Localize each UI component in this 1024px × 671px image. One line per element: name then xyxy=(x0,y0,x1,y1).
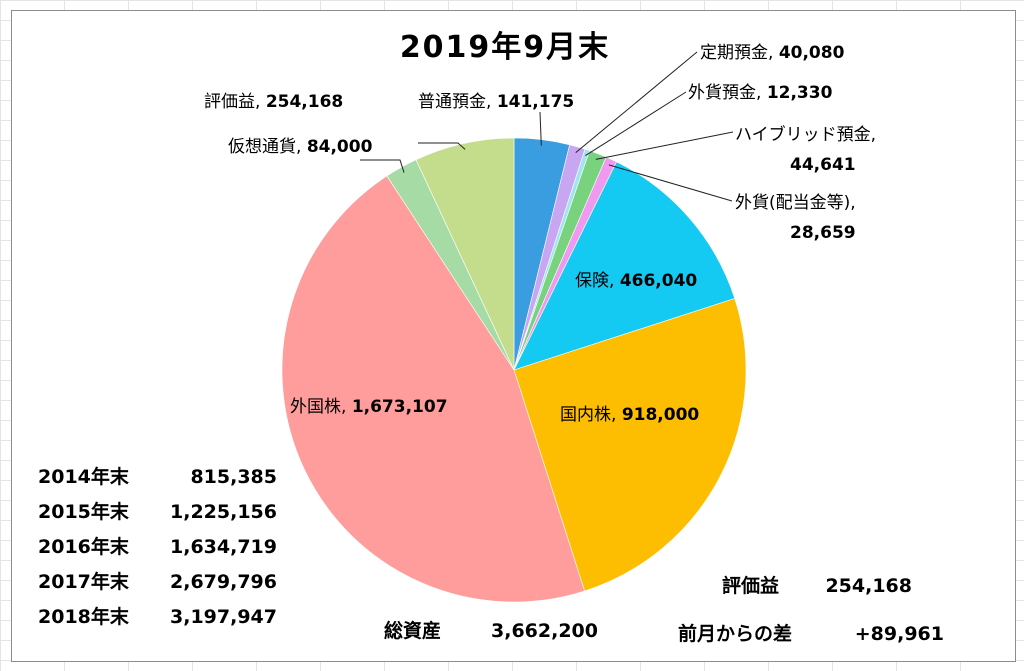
slice-label: 外貨(配当金等), 28,659 xyxy=(735,193,856,243)
monthly-diff-value: +89,961 xyxy=(855,623,944,645)
slice-label: 外貨預金, 12,330 xyxy=(688,83,833,103)
history-label: 2017年末 xyxy=(38,570,130,593)
leader-line xyxy=(575,51,698,153)
slice-labels: 普通預金, 141,175 定期預金, 40,080 外貨預金, 12,330 ハイブ… xyxy=(204,43,876,425)
history-value: 815,385 xyxy=(190,466,277,488)
leader-line xyxy=(595,131,734,160)
slice-label: 普通預金, 141,175 xyxy=(418,92,574,112)
pie-slice[interactable] xyxy=(281,175,585,603)
history-label: 2016年末 xyxy=(38,535,130,558)
history-value: 1,634,719 xyxy=(170,536,277,558)
history-label: 2018年末 xyxy=(38,605,130,628)
history-value: 1,225,156 xyxy=(170,501,277,523)
history-value: 2,679,796 xyxy=(170,571,277,593)
pie-slice[interactable] xyxy=(513,161,736,371)
history-label: 2015年末 xyxy=(38,500,130,523)
leader-line xyxy=(418,142,466,150)
chart-title: 2019年9月末 xyxy=(400,30,610,65)
monthly-diff-label: 前月からの差 xyxy=(678,622,792,645)
history-block: 2014年末 815,385 2015年末 1,225,156 2016年末 1… xyxy=(38,465,277,628)
summary-block: 総資産 3,662,200 評価益 254,168 前月からの差 +89,961 xyxy=(384,574,944,645)
leader-line xyxy=(539,111,542,146)
leader-lines xyxy=(360,51,734,202)
leader-line xyxy=(608,164,733,202)
valuation-gain-value: 254,168 xyxy=(825,575,912,597)
leader-line xyxy=(360,159,405,173)
valuation-gain-label: 評価益 xyxy=(722,574,779,597)
leader-line xyxy=(585,91,687,157)
slice-label: 定期預金, 40,080 xyxy=(700,43,845,63)
pie-slices xyxy=(281,137,747,603)
slice-label: 評価益, 254,168 xyxy=(204,92,343,112)
history-value: 3,197,947 xyxy=(170,606,277,628)
slice-label: 外国株, 1,673,107 xyxy=(290,397,448,417)
slice-label: 仮想通貨, 84,000 xyxy=(228,137,373,157)
total-assets-value: 3,662,200 xyxy=(491,620,598,642)
slice-label: ハイブリッド預金, 44,641 xyxy=(735,124,876,175)
total-assets-label: 総資産 xyxy=(384,619,441,642)
pie-slice[interactable] xyxy=(415,137,515,371)
history-label: 2014年末 xyxy=(38,465,130,488)
slice-label: 保険, 466,040 xyxy=(575,271,697,291)
slice-label: 国内株, 918,000 xyxy=(560,405,699,425)
pie-slice[interactable] xyxy=(513,298,747,592)
